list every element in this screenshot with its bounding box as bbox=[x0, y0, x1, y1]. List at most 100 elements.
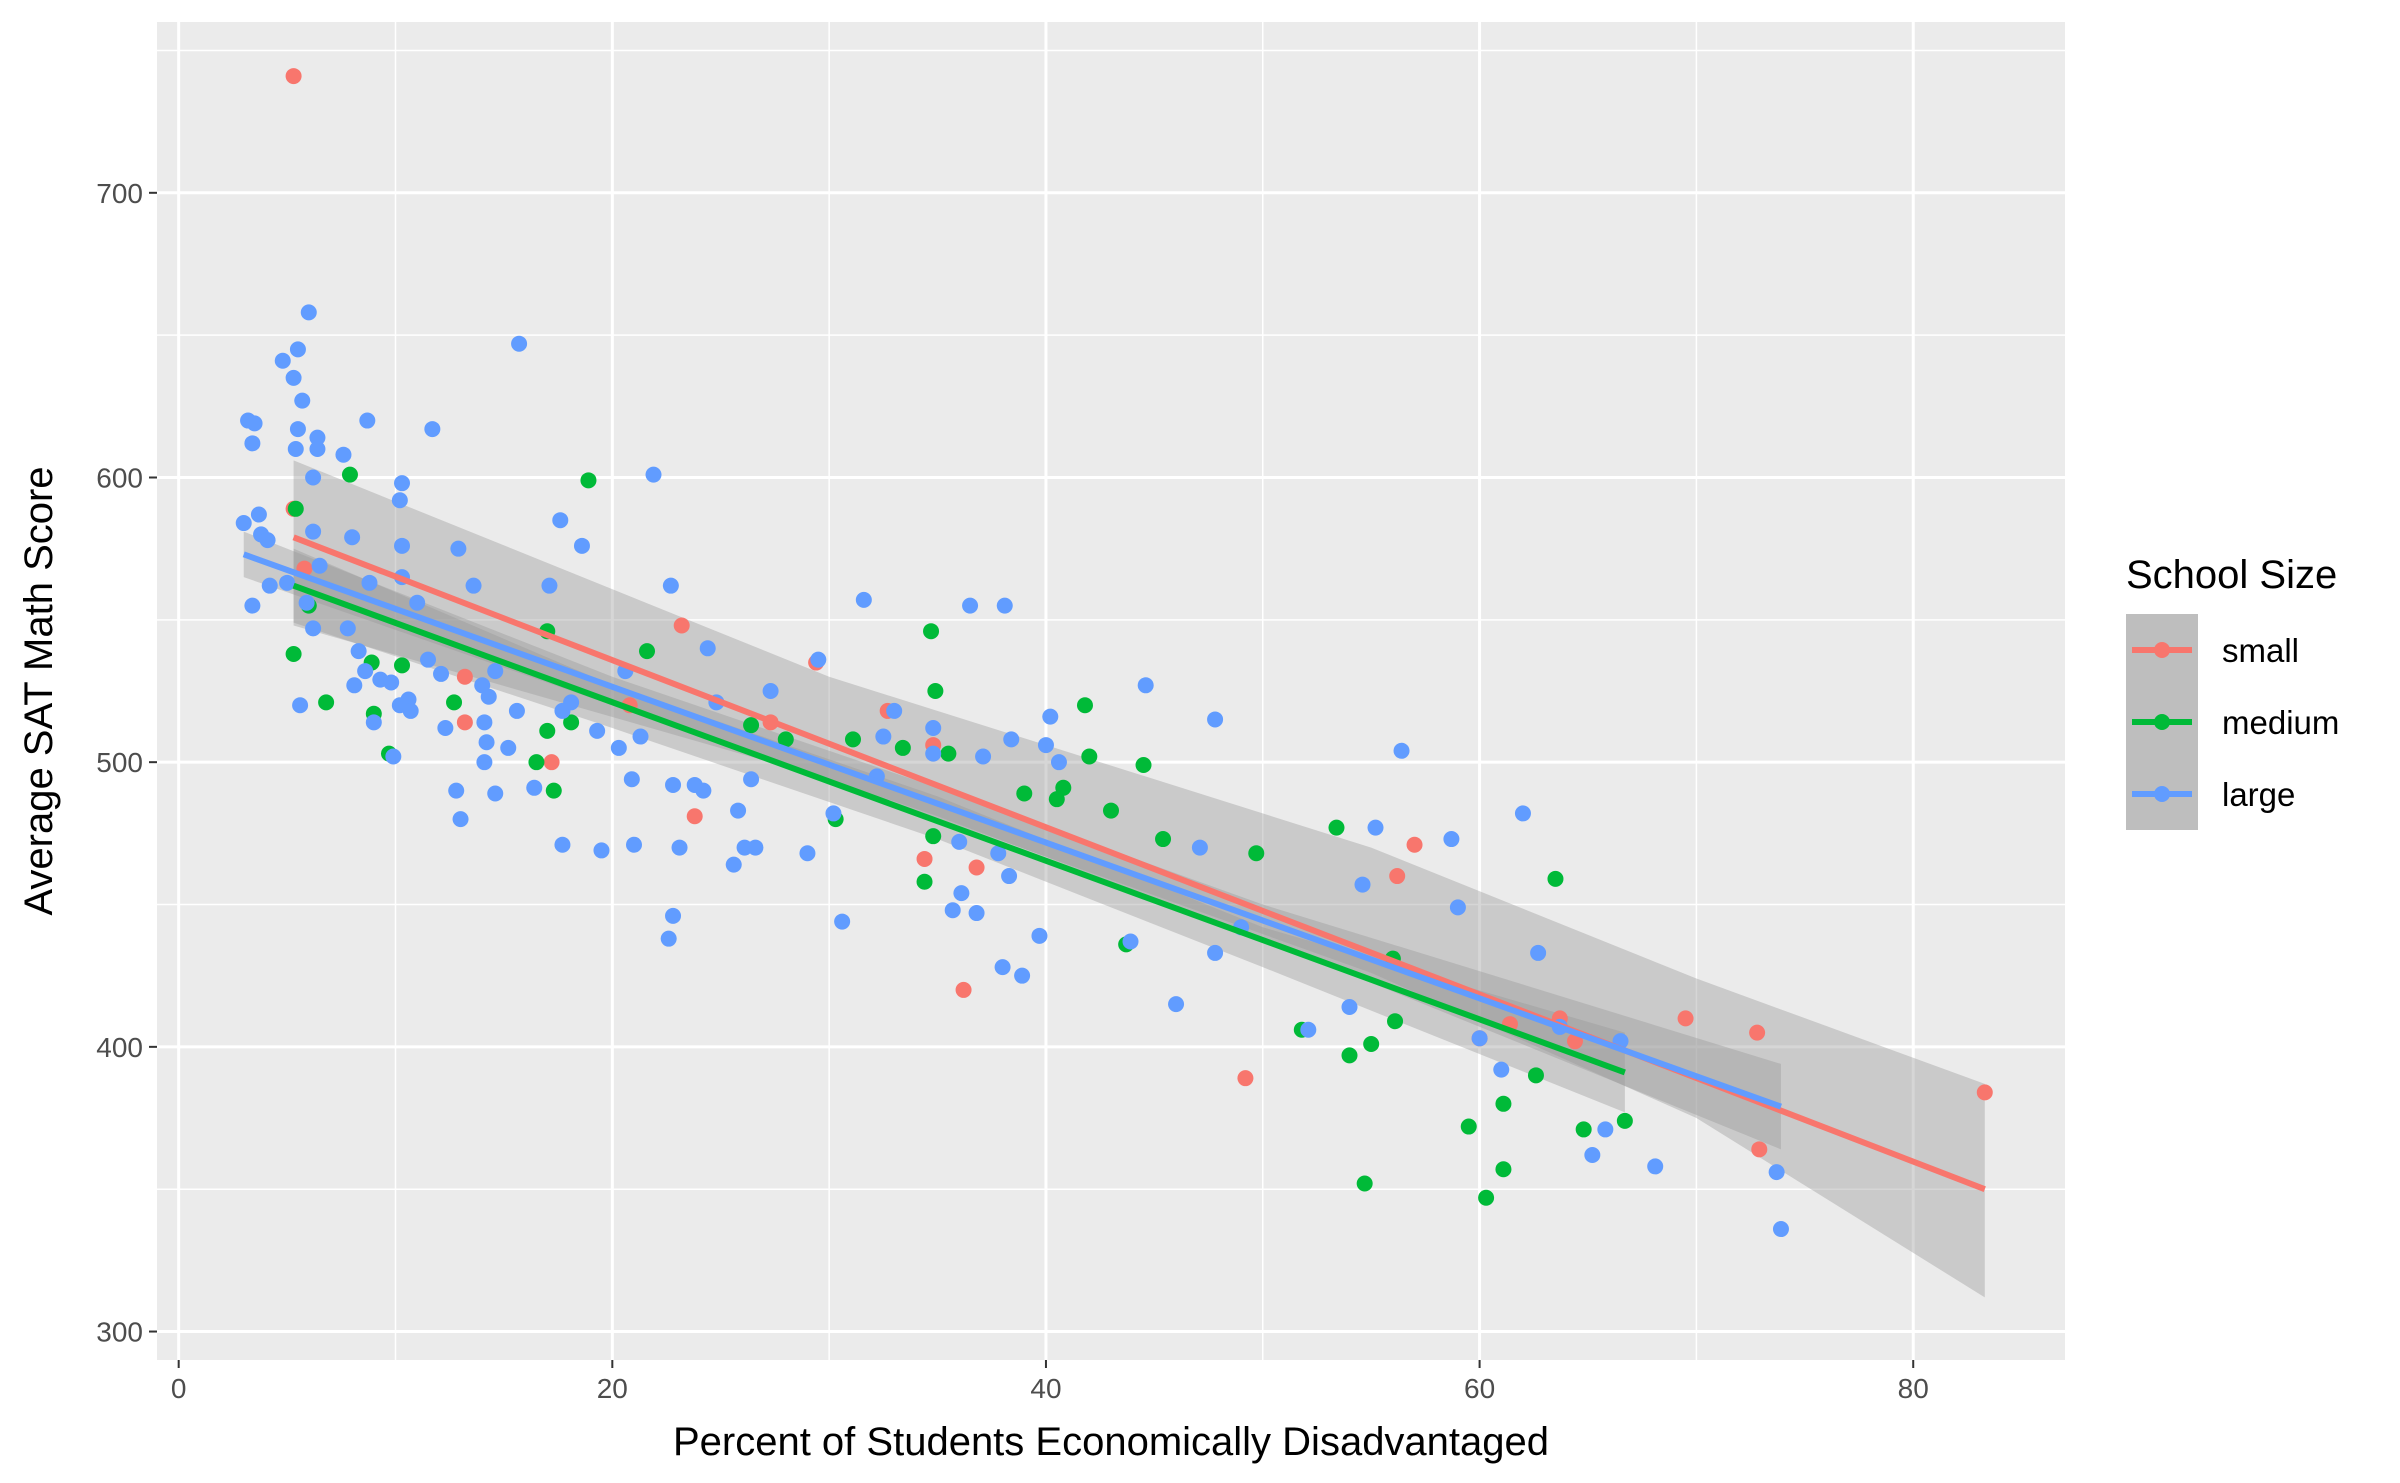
point-large bbox=[279, 574, 296, 591]
point-large bbox=[1122, 933, 1139, 950]
point-medium bbox=[341, 466, 358, 483]
legend-key-point bbox=[2154, 714, 2170, 730]
point-medium bbox=[1016, 785, 1033, 802]
grid-major bbox=[157, 22, 2065, 1360]
point-large bbox=[994, 959, 1011, 976]
point-small bbox=[1389, 868, 1406, 885]
point-large bbox=[500, 739, 517, 756]
point-medium bbox=[446, 694, 463, 711]
point-large bbox=[437, 720, 454, 737]
fit-line-large bbox=[242, 551, 1782, 1110]
point-small bbox=[285, 68, 302, 85]
point-large bbox=[409, 594, 426, 611]
point-large bbox=[480, 688, 497, 705]
legend-label-small: small bbox=[2222, 632, 2299, 669]
point-medium bbox=[318, 694, 335, 711]
point-large bbox=[274, 352, 291, 369]
point-medium bbox=[287, 500, 304, 517]
point-large bbox=[394, 537, 411, 554]
point-large bbox=[1050, 754, 1067, 771]
point-large bbox=[552, 512, 569, 529]
point-large bbox=[311, 557, 328, 574]
point-large bbox=[246, 415, 263, 432]
point-large bbox=[563, 694, 580, 711]
point-medium bbox=[777, 731, 794, 748]
x-tick-label: 40 bbox=[1030, 1373, 1061, 1404]
confidence-band-large bbox=[243, 531, 1781, 1150]
point-large bbox=[1168, 996, 1185, 1013]
point-medium bbox=[923, 623, 940, 640]
point-large bbox=[925, 745, 942, 762]
point-large bbox=[526, 779, 543, 796]
point-large bbox=[610, 739, 627, 756]
point-large bbox=[1042, 708, 1059, 725]
x-tick-label: 60 bbox=[1464, 1373, 1495, 1404]
point-large bbox=[402, 702, 419, 719]
point-medium bbox=[1155, 831, 1172, 848]
point-large bbox=[448, 782, 465, 799]
point-large bbox=[394, 475, 411, 492]
point-small bbox=[955, 981, 972, 998]
legend-title: School Size bbox=[2126, 553, 2337, 597]
point-large bbox=[292, 697, 309, 714]
point-large bbox=[962, 597, 979, 614]
point-large bbox=[799, 845, 816, 862]
point-medium bbox=[1076, 697, 1093, 714]
data-points bbox=[235, 68, 1993, 1238]
point-large bbox=[1584, 1147, 1601, 1164]
point-large bbox=[1001, 868, 1018, 885]
point-large bbox=[762, 683, 779, 699]
point-large bbox=[433, 665, 450, 682]
point-medium bbox=[1328, 819, 1345, 836]
point-medium bbox=[528, 754, 545, 771]
point-large bbox=[285, 369, 302, 386]
point-large bbox=[1514, 805, 1531, 822]
point-medium bbox=[563, 714, 580, 731]
y-tick-label: 700 bbox=[96, 178, 143, 209]
point-large bbox=[450, 540, 467, 557]
point-large bbox=[810, 651, 827, 668]
point-medium bbox=[1248, 845, 1265, 862]
point-large bbox=[541, 577, 558, 594]
point-large bbox=[298, 594, 315, 611]
point-large bbox=[825, 805, 842, 822]
point-large bbox=[1471, 1030, 1488, 1047]
point-large bbox=[573, 537, 590, 554]
point-large bbox=[747, 839, 764, 856]
point-large bbox=[305, 620, 322, 637]
point-large bbox=[452, 811, 469, 828]
point-large bbox=[975, 748, 992, 765]
point-large bbox=[626, 836, 642, 853]
point-large bbox=[365, 714, 382, 731]
point-medium bbox=[545, 782, 562, 799]
point-large bbox=[875, 728, 892, 745]
point-large bbox=[294, 392, 311, 409]
point-medium bbox=[394, 657, 411, 674]
point-large bbox=[359, 412, 376, 429]
point-large bbox=[1300, 1021, 1317, 1038]
point-large bbox=[424, 421, 441, 438]
point-large bbox=[695, 782, 712, 799]
grid-minor bbox=[157, 22, 2131, 1360]
legend-label-large: large bbox=[2222, 776, 2295, 813]
point-large bbox=[1037, 737, 1054, 754]
point-large bbox=[305, 523, 322, 540]
point-small bbox=[1406, 836, 1423, 853]
point-medium bbox=[1616, 1112, 1633, 1129]
point-large bbox=[671, 839, 688, 856]
point-large bbox=[886, 702, 903, 719]
point-large bbox=[623, 771, 640, 788]
point-large bbox=[1449, 899, 1466, 916]
y-axis-title: Average SAT Math Score bbox=[17, 466, 61, 915]
point-large bbox=[391, 492, 408, 509]
point-large bbox=[660, 930, 677, 947]
legend-label-medium: medium bbox=[2222, 704, 2339, 741]
point-large bbox=[662, 577, 679, 594]
point-large bbox=[250, 506, 267, 523]
point-medium bbox=[894, 739, 911, 756]
point-large bbox=[357, 663, 374, 680]
point-medium bbox=[1495, 1161, 1512, 1178]
point-small bbox=[968, 859, 985, 876]
point-medium bbox=[1135, 757, 1152, 774]
point-large bbox=[1393, 742, 1410, 759]
